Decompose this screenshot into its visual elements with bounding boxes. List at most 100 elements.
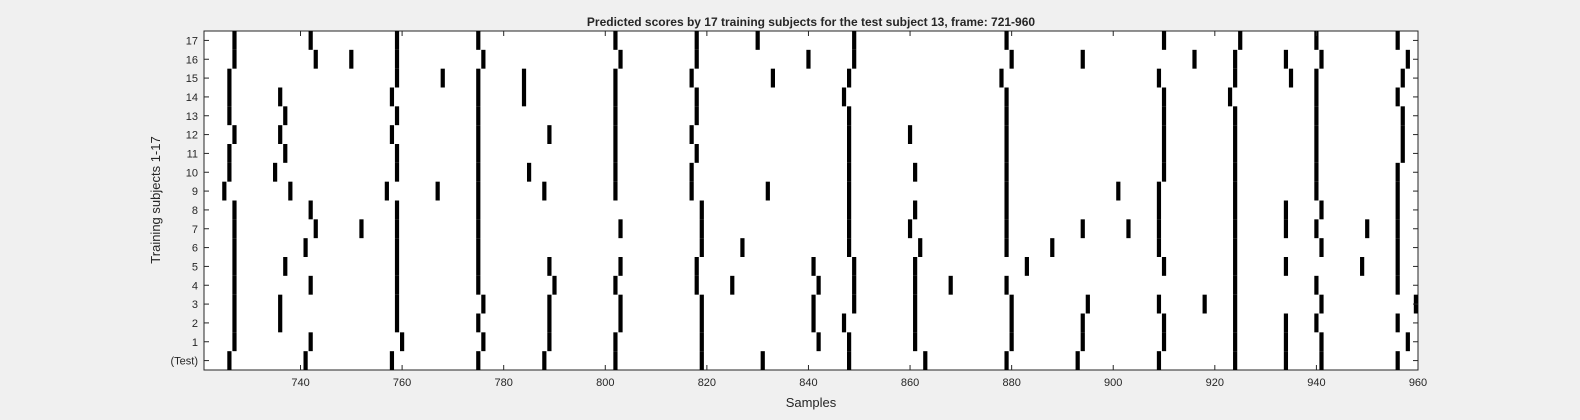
event-mark	[1004, 106, 1009, 126]
event-mark	[694, 31, 699, 50]
event-mark	[394, 294, 400, 314]
event-mark	[1233, 257, 1238, 276]
event-mark	[227, 68, 232, 88]
event-mark	[1405, 332, 1410, 352]
event-mark	[1395, 238, 1400, 257]
event-mark	[760, 351, 765, 370]
event-mark	[1314, 106, 1319, 126]
y-tick-label: 10	[186, 167, 198, 179]
y-tick-label: 14	[186, 92, 198, 104]
x-tick-label: 920	[1206, 377, 1224, 389]
event-mark	[288, 181, 293, 201]
event-mark	[613, 144, 618, 163]
event-mark	[1161, 106, 1167, 126]
y-tick-label: 13	[186, 111, 198, 123]
event-mark	[852, 294, 857, 314]
x-tick-label: 840	[799, 377, 817, 389]
event-mark	[1202, 294, 1207, 314]
event-mark	[1004, 31, 1009, 50]
event-mark	[907, 219, 913, 239]
event-mark	[806, 49, 811, 69]
event-mark	[232, 49, 237, 69]
event-mark	[1314, 313, 1319, 333]
event-mark	[232, 219, 237, 239]
y-tick-label: 17	[186, 35, 198, 47]
event-mark	[232, 200, 237, 220]
event-mark	[278, 87, 283, 107]
x-tick-label: 880	[1002, 377, 1020, 389]
event-mark	[618, 219, 623, 239]
x-tick-label: 800	[596, 377, 614, 389]
x-tick-label: 740	[291, 377, 309, 389]
event-mark	[689, 68, 694, 88]
event-mark	[1233, 49, 1238, 69]
event-mark	[913, 275, 918, 295]
event-mark	[618, 257, 623, 276]
event-mark	[1360, 257, 1365, 276]
event-mark	[1238, 31, 1243, 50]
event-mark	[308, 275, 313, 295]
event-mark	[1314, 68, 1319, 88]
event-mark	[847, 238, 852, 257]
event-mark	[1085, 294, 1090, 314]
event-mark	[1156, 238, 1162, 257]
event-mark	[1050, 238, 1055, 257]
event-mark	[847, 106, 852, 126]
event-mark	[440, 68, 445, 88]
event-mark	[394, 49, 400, 69]
event-mark	[389, 87, 395, 107]
event-mark	[349, 49, 354, 69]
event-mark	[308, 332, 313, 352]
event-mark	[847, 332, 852, 352]
y-tick-label: (Test)	[171, 356, 199, 368]
event-mark	[394, 162, 400, 182]
event-mark	[1161, 125, 1167, 144]
event-mark	[1004, 238, 1009, 257]
event-mark	[613, 351, 618, 370]
event-mark	[694, 257, 699, 276]
event-mark	[1400, 68, 1405, 88]
y-tick-label: 5	[192, 261, 198, 273]
event-mark	[689, 125, 694, 144]
event-mark	[613, 106, 618, 126]
event-mark	[394, 106, 400, 126]
event-mark	[1156, 181, 1162, 201]
event-mark	[359, 219, 364, 239]
x-axis-ticks: 740 760 780 800 820 840 860 880 900 920 940 960	[291, 31, 1427, 389]
event-mark	[1283, 351, 1289, 370]
event-mark	[384, 181, 389, 201]
event-mark	[283, 106, 288, 126]
event-mark	[816, 332, 821, 352]
event-mark	[699, 219, 704, 239]
event-mark	[1233, 144, 1238, 163]
event-mark	[699, 200, 704, 220]
x-axis-label: Samples	[786, 395, 837, 410]
event-mark	[1314, 275, 1319, 295]
event-mark	[1004, 275, 1009, 295]
event-mark	[1004, 125, 1009, 144]
event-mark	[435, 181, 440, 201]
event-mark	[852, 257, 857, 276]
event-mark	[521, 68, 527, 88]
event-mark	[1314, 87, 1319, 107]
y-tick-label: 6	[192, 243, 198, 255]
event-mark	[394, 219, 400, 239]
event-mark	[1233, 106, 1238, 126]
event-mark	[232, 125, 237, 144]
x-tick-label: 960	[1409, 377, 1427, 389]
event-mark	[1314, 219, 1319, 239]
y-tick-label: 7	[192, 224, 198, 236]
event-mark	[283, 257, 288, 276]
event-mark	[1395, 31, 1400, 50]
event-mark	[730, 275, 735, 295]
y-tick-label: 8	[192, 205, 198, 217]
event-mark	[852, 275, 857, 295]
event-mark	[1233, 313, 1238, 333]
event-mark	[1314, 162, 1319, 182]
y-tick-label: 12	[186, 130, 198, 142]
event-mark	[847, 181, 852, 201]
event-mark	[1395, 200, 1400, 220]
event-mark	[476, 162, 481, 182]
event-mark	[694, 87, 699, 107]
